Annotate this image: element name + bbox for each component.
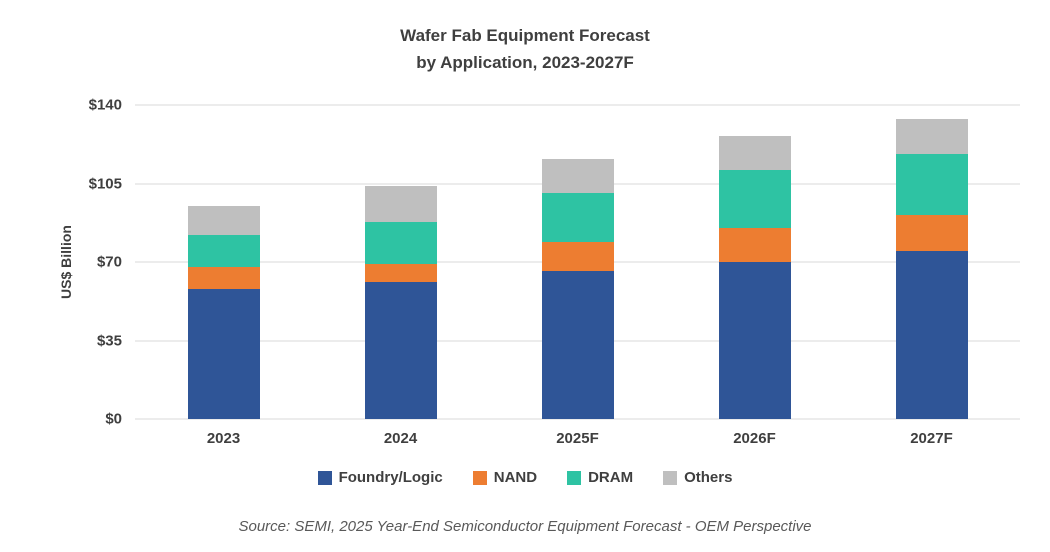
bar-segment-others-2023: [187, 205, 260, 236]
x-axis-labels: 2023 2024 2025F 2026F 2027F: [135, 430, 1020, 447]
legend-label-others: Others: [684, 469, 733, 486]
y-tick-label--70: $70: [96, 253, 122, 271]
legend-swatch-foundry-logic: [317, 470, 332, 485]
bar-segment-nand-2024: [364, 264, 437, 283]
x-tick-label-2027f: 2027F: [910, 430, 953, 447]
y-tick-label--105: $105: [88, 175, 122, 192]
bar-segment-nand-2026f: [718, 228, 791, 262]
stacked-bar-2027f: [895, 105, 968, 419]
stacked-bar-2023: [187, 105, 260, 419]
bar-column-2027f: [843, 105, 1020, 419]
x-tick-label-2024: 2024: [383, 430, 418, 447]
bar-column-2026f: [666, 105, 843, 419]
y-tick-label--35: $35: [96, 332, 122, 349]
stacked-bar-2024: [364, 105, 437, 419]
legend-label-foundry-logic: Foundry/Logic: [338, 469, 443, 486]
x-axis-line: [135, 418, 1020, 420]
bar-segment-foundry-logic-2027f: [895, 250, 968, 419]
x-tick-label-2026f: 2026F: [733, 430, 776, 447]
stacked-bar-2026f: [718, 105, 791, 419]
legend: Foundry/Logic NAND DRAM Others: [0, 469, 1050, 486]
bar-segment-others-2024: [364, 185, 437, 222]
bar-segment-foundry-logic-2026f: [718, 262, 791, 419]
legend-label-nand: NAND: [493, 469, 538, 486]
chart-title-line1: Wafer Fab Equipment Forecast: [400, 26, 650, 45]
bar-column-2023: [135, 105, 312, 419]
bar-segment-nand-2025f: [541, 241, 614, 271]
bar-segment-dram-2027f: [895, 154, 968, 215]
y-tick-label--0: $0: [105, 410, 122, 428]
legend-label-dram: DRAM: [588, 469, 634, 486]
bar-segment-foundry-logic-2023: [187, 288, 260, 419]
x-tick-label-2023: 2023: [206, 430, 241, 447]
bar-segment-dram-2025f: [541, 192, 614, 242]
bar-segment-others-2026f: [718, 136, 791, 171]
legend-swatch-nand: [472, 470, 487, 485]
legend-item-foundry-logic: Foundry/Logic: [317, 469, 443, 486]
plot-area: $0 $35 $70 $105 $140: [89, 98, 1020, 427]
stacked-bar-2025f: [541, 105, 614, 419]
bar-segment-dram-2024: [364, 221, 437, 265]
bar-segment-others-2025f: [541, 158, 614, 193]
bar-column-2024: [312, 105, 489, 419]
gridline: [135, 104, 1020, 106]
bar-segment-nand-2023: [187, 266, 260, 289]
y-axis-title: US$ Billion: [58, 225, 74, 299]
y-tick-label--140: $140: [88, 96, 122, 114]
legend-item-nand: NAND: [472, 469, 538, 486]
bar-column-2025f: [489, 105, 666, 419]
x-tick-label-2025f: 2025F: [556, 430, 599, 447]
legend-item-dram: DRAM: [567, 469, 633, 486]
legend-swatch-dram: [567, 470, 582, 485]
legend-item-others: Others: [663, 469, 732, 486]
bar-segment-foundry-logic-2024: [364, 282, 437, 419]
bar-segment-others-2027f: [895, 118, 968, 155]
bar-segment-foundry-logic-2025f: [541, 270, 614, 419]
chart-title: Wafer Fab Equipment Forecast by Applicat…: [0, 22, 1050, 76]
chart-title-line2: by Application, 2023-2027F: [416, 53, 634, 72]
legend-swatch-others: [663, 470, 678, 485]
bar-segment-dram-2026f: [718, 170, 791, 229]
bar-segment-dram-2023: [187, 235, 260, 267]
bars-row: [135, 105, 1020, 419]
source-note: Source: SEMI, 2025 Year-End Semiconducto…: [238, 518, 812, 535]
bar-segment-nand-2027f: [895, 214, 968, 251]
